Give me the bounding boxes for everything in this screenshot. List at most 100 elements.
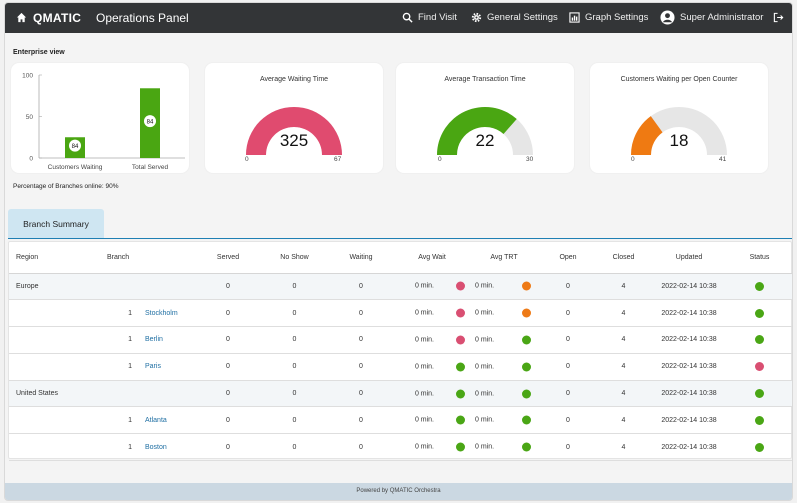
col-header-waiting[interactable]: Waiting xyxy=(325,242,397,274)
table-region-row[interactable]: United States 0 0 0 0 min. 0 min. 0 4 2022-02-14… xyxy=(9,380,792,408)
avg-trt-value: 0 min. xyxy=(475,282,495,290)
bar-value-label: 84 xyxy=(72,144,79,150)
open-cell: 0 xyxy=(541,380,595,408)
general-settings-label: General Settings xyxy=(487,12,558,23)
gauge-max: 30 xyxy=(526,156,534,163)
gauge-fill xyxy=(631,116,663,155)
graph-settings-link[interactable]: Graph Settings xyxy=(569,12,648,23)
avg-transaction-time-gauge xyxy=(437,107,533,155)
bar-value-label: 84 xyxy=(147,119,154,125)
waiting-cell: 0 xyxy=(325,406,397,435)
updated-cell: 2022-02-14 10:38 xyxy=(652,326,726,354)
x-category-label: Total Served xyxy=(132,164,169,171)
no-show-cell: 0 xyxy=(264,299,325,328)
avg-trt-value: 0 min. xyxy=(475,363,495,371)
gauge-track xyxy=(631,107,727,155)
gauge-min: 0 xyxy=(245,156,249,163)
region-cell xyxy=(9,299,70,328)
avg-trt-value: 0 min. xyxy=(475,336,495,344)
avg-wait-cell: 0 min. xyxy=(397,273,467,301)
no-show-cell: 0 xyxy=(264,380,325,408)
branch-cell xyxy=(70,380,192,408)
updated-cell: 2022-02-14 10:38 xyxy=(652,353,726,381)
gauge-title: Average Transaction Time xyxy=(444,76,526,83)
avg-trt-cell: 0 min. xyxy=(467,353,541,381)
table-row[interactable]: 1 Boston 0 0 0 0 min. 0 min. 0 4 2022-02-14 10:38 xyxy=(9,433,792,462)
no-show-cell: 0 xyxy=(264,326,325,354)
logout-icon[interactable] xyxy=(773,12,784,23)
avg-waiting-time-gauge xyxy=(246,106,342,155)
served-cell: 0 xyxy=(192,353,264,381)
avg-wait-cell: 0 min. xyxy=(397,406,467,435)
home-icon[interactable] xyxy=(16,12,27,23)
col-header-updated[interactable]: Updated xyxy=(652,242,726,274)
status-cell xyxy=(726,326,792,354)
table-row[interactable]: 1 Paris 0 0 0 0 min. 0 min. 0 4 2022-02-14 10:38 xyxy=(9,353,792,381)
updated-cell: 2022-02-14 10:38 xyxy=(652,299,726,328)
col-header-region[interactable]: Region xyxy=(9,242,70,274)
branch-link[interactable]: Boston xyxy=(145,443,167,451)
branch-count: 1 xyxy=(128,309,132,317)
updated-cell: 2022-02-14 10:38 xyxy=(652,380,726,408)
open-cell: 0 xyxy=(541,433,595,462)
avg-wait-value: 0 min. xyxy=(414,309,434,317)
table-region-row[interactable]: Europe 0 0 0 0 min. 0 min. 0 4 2022-02-14 10:38 xyxy=(9,273,792,301)
status-dot xyxy=(755,389,764,399)
branch-cell: 1 Berlin xyxy=(70,326,192,354)
general-settings-link[interactable]: General Settings xyxy=(471,12,558,23)
gear-icon xyxy=(471,12,482,23)
waiting-cell: 0 xyxy=(325,273,397,301)
bar-chart: 100 50 0 84 Customers Waiting 84 Total Served xyxy=(22,73,185,171)
gauge-value: 18 xyxy=(669,131,689,150)
waiting-cell: 0 xyxy=(325,433,397,462)
avg-trt-cell: 0 min. xyxy=(467,380,541,408)
no-show-cell: 0 xyxy=(264,353,325,381)
branch-link[interactable]: Berlin xyxy=(145,336,163,344)
col-header-open[interactable]: Open xyxy=(541,242,595,274)
col-header-avg-trt[interactable]: Avg TRT xyxy=(467,242,541,274)
user-menu[interactable]: Super Administrator xyxy=(660,10,763,25)
top-bar: QMATIC Operations Panel Find Visit Gener… xyxy=(5,3,792,33)
customers-per-counter-card: Customers Waiting per Open Counter 18 0 … xyxy=(590,63,768,173)
avg-trt-value: 0 min. xyxy=(475,416,495,424)
table-row[interactable]: 1 Berlin 0 0 0 0 min. 0 min. 0 4 2022-02-14 10:38 xyxy=(9,326,792,354)
x-category-label: Customers Waiting xyxy=(48,164,103,171)
gauge-fill xyxy=(437,107,517,155)
avg-wait-status-dot xyxy=(456,281,465,291)
updated-cell: 2022-02-14 10:38 xyxy=(652,406,726,435)
table-row[interactable]: 1 Stockholm 0 0 0 0 min. 0 min. 0 4 2022-02-14 10… xyxy=(9,299,792,328)
branch-count: 1 xyxy=(128,416,132,424)
find-visit-link[interactable]: Find Visit xyxy=(402,12,457,23)
table-row[interactable]: 1 Atlanta 0 0 0 0 min. 0 min. 0 4 2022-02-14 10:3… xyxy=(9,406,792,435)
avg-wait-value: 0 min. xyxy=(414,390,434,398)
status-cell xyxy=(726,273,792,301)
updated-cell: 2022-02-14 10:38 xyxy=(652,433,726,462)
col-header-no-show[interactable]: No Show xyxy=(264,242,325,274)
tab-branch-summary[interactable]: Branch Summary xyxy=(8,209,104,239)
served-cell: 0 xyxy=(192,406,264,435)
open-cell: 0 xyxy=(541,353,595,381)
branch-link[interactable]: Atlanta xyxy=(145,416,167,424)
region-cell xyxy=(9,326,70,354)
col-header-avg-wait[interactable]: Avg Wait xyxy=(397,242,467,274)
col-header-closed[interactable]: Closed xyxy=(595,242,652,274)
avg-wait-cell: 0 min. xyxy=(397,380,467,408)
col-header-branch[interactable]: Branch xyxy=(70,242,192,274)
avg-transaction-time-card: Average Transaction Time 22 0 30 xyxy=(396,63,574,173)
avg-trt-cell: 0 min. xyxy=(467,273,541,301)
col-header-status[interactable]: Status xyxy=(726,242,792,274)
gauge-min: 0 xyxy=(631,156,635,163)
branch-cell xyxy=(70,273,192,301)
app-title: Operations Panel xyxy=(96,11,189,25)
served-cell: 0 xyxy=(192,273,264,301)
branch-cell: 1 Boston xyxy=(70,433,192,462)
avg-trt-status-dot xyxy=(522,415,531,425)
col-header-served[interactable]: Served xyxy=(192,242,264,274)
closed-cell: 4 xyxy=(595,353,652,381)
y-tick-label: 0 xyxy=(29,156,33,163)
status-dot xyxy=(755,362,764,372)
branch-link[interactable]: Stockholm xyxy=(145,309,178,317)
bar-value-badge xyxy=(69,139,81,152)
status-cell xyxy=(726,353,792,381)
branch-link[interactable]: Paris xyxy=(145,363,161,371)
